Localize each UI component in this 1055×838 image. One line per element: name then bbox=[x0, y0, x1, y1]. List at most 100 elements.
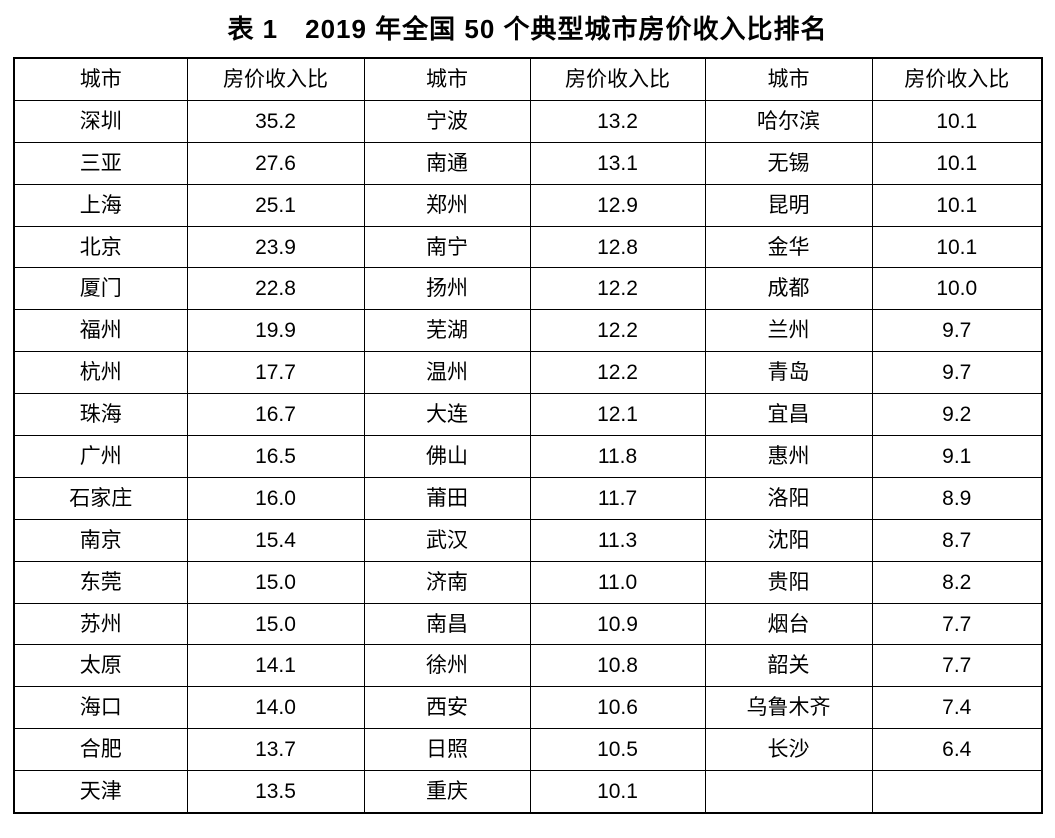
ratio-cell: 15.0 bbox=[186, 560, 365, 604]
city-cell: 烟台 bbox=[704, 602, 873, 646]
table-title: 表 1 2019 年全国 50 个典型城市房价收入比排名 bbox=[227, 14, 828, 44]
ratio-cell: 17.7 bbox=[186, 351, 365, 395]
ratio-cell: 15.4 bbox=[186, 518, 365, 562]
city-cell: 海口 bbox=[13, 686, 188, 730]
city-cell: 济南 bbox=[363, 560, 531, 604]
ratio-cell: 12.2 bbox=[529, 309, 706, 353]
ratio-cell: 9.7 bbox=[871, 351, 1043, 395]
ratio-cell: 10.1 bbox=[529, 770, 706, 814]
ratio-cell: 35.2 bbox=[186, 99, 365, 143]
ratio-cell: 10.1 bbox=[871, 141, 1043, 185]
city-cell: 宁波 bbox=[363, 99, 531, 143]
city-cell bbox=[704, 770, 873, 814]
ratio-cell bbox=[871, 770, 1043, 814]
house-price-income-ratio-table: 城市 房价收入比 城市 房价收入比 城市 房价收入比 深圳 35.2 宁波 13.2 哈… bbox=[13, 57, 1043, 815]
city-cell: 南宁 bbox=[363, 225, 531, 269]
ratio-cell: 19.9 bbox=[186, 309, 365, 353]
ratio-cell: 14.1 bbox=[186, 644, 365, 688]
table-row: 天津 13.5 重庆 10.1 bbox=[13, 770, 1043, 814]
city-cell: 合肥 bbox=[13, 728, 188, 772]
city-cell: 无锡 bbox=[704, 141, 873, 185]
city-cell: 苏州 bbox=[13, 602, 188, 646]
city-cell: 广州 bbox=[13, 435, 188, 478]
ratio-cell: 11.3 bbox=[529, 518, 706, 562]
city-cell: 深圳 bbox=[13, 99, 188, 143]
city-cell: 天津 bbox=[13, 770, 188, 814]
ratio-cell: 14.0 bbox=[186, 686, 365, 730]
ratio-cell: 9.2 bbox=[871, 393, 1043, 437]
city-cell: 重庆 bbox=[363, 770, 531, 814]
ratio-cell: 7.7 bbox=[871, 602, 1043, 646]
city-cell: 成都 bbox=[704, 267, 873, 311]
ratio-cell: 12.9 bbox=[529, 183, 706, 227]
ratio-cell: 23.9 bbox=[186, 225, 365, 269]
city-cell: 金华 bbox=[704, 225, 873, 269]
ratio-cell: 10.1 bbox=[871, 99, 1043, 143]
city-cell: 南京 bbox=[13, 518, 188, 562]
table-row: 珠海 16.7 大连 12.1 宜昌 9.2 bbox=[13, 393, 1043, 437]
city-cell: 惠州 bbox=[704, 435, 873, 478]
city-cell: 温州 bbox=[363, 351, 531, 395]
ratio-cell: 12.8 bbox=[529, 225, 706, 269]
table-row: 福州 19.9 芜湖 12.2 兰州 9.7 bbox=[13, 309, 1043, 353]
ratio-cell: 16.0 bbox=[186, 476, 365, 520]
city-cell: 沈阳 bbox=[704, 518, 873, 562]
ratio-cell: 12.2 bbox=[529, 267, 706, 311]
city-cell: 南昌 bbox=[363, 602, 531, 646]
ratio-cell: 10.1 bbox=[871, 183, 1043, 227]
city-cell: 贵阳 bbox=[704, 560, 873, 604]
city-cell: 兰州 bbox=[704, 309, 873, 353]
ratio-cell: 10.5 bbox=[529, 728, 706, 772]
city-cell: 日照 bbox=[363, 728, 531, 772]
city-cell: 石家庄 bbox=[13, 476, 188, 520]
table-row: 广州 16.5 佛山 11.8 惠州 9.1 bbox=[13, 435, 1043, 478]
ratio-cell: 15.0 bbox=[186, 602, 365, 646]
table-row: 杭州 17.7 温州 12.2 青岛 9.7 bbox=[13, 351, 1043, 395]
ratio-cell: 12.2 bbox=[529, 351, 706, 395]
city-cell: 青岛 bbox=[704, 351, 873, 395]
table-row: 合肥 13.7 日照 10.5 长沙 6.4 bbox=[13, 728, 1043, 772]
city-cell: 乌鲁木齐 bbox=[704, 686, 873, 730]
city-cell: 三亚 bbox=[13, 141, 188, 185]
city-cell: 芜湖 bbox=[363, 309, 531, 353]
city-cell: 厦门 bbox=[13, 267, 188, 311]
table-row: 三亚 27.6 南通 13.1 无锡 10.1 bbox=[13, 141, 1043, 185]
ratio-cell: 8.7 bbox=[871, 518, 1043, 562]
city-cell: 福州 bbox=[13, 309, 188, 353]
col-header-city-2: 城市 bbox=[363, 57, 531, 101]
ratio-cell: 8.9 bbox=[871, 476, 1043, 520]
ratio-cell: 25.1 bbox=[186, 183, 365, 227]
city-cell: 北京 bbox=[13, 225, 188, 269]
city-cell: 长沙 bbox=[704, 728, 873, 772]
ratio-cell: 8.2 bbox=[871, 560, 1043, 604]
city-cell: 西安 bbox=[363, 686, 531, 730]
city-cell: 扬州 bbox=[363, 267, 531, 311]
city-cell: 莆田 bbox=[363, 476, 531, 520]
city-cell: 洛阳 bbox=[704, 476, 873, 520]
ratio-cell: 10.6 bbox=[529, 686, 706, 730]
table-row: 石家庄 16.0 莆田 11.7 洛阳 8.9 bbox=[13, 476, 1043, 520]
col-header-city-1: 城市 bbox=[13, 57, 188, 101]
ratio-cell: 13.1 bbox=[529, 141, 706, 185]
ratio-cell: 7.4 bbox=[871, 686, 1043, 730]
table-body: 深圳 35.2 宁波 13.2 哈尔滨 10.1 三亚 27.6 南通 13.1 无锡 10.1 上海 2… bbox=[13, 99, 1043, 814]
ratio-cell: 13.2 bbox=[529, 99, 706, 143]
ratio-cell: 11.8 bbox=[529, 435, 706, 478]
table-row: 深圳 35.2 宁波 13.2 哈尔滨 10.1 bbox=[13, 99, 1043, 143]
table-row: 南京 15.4 武汉 11.3 沈阳 8.7 bbox=[13, 518, 1043, 562]
col-header-ratio-1: 房价收入比 bbox=[186, 57, 365, 101]
header-row: 城市 房价收入比 城市 房价收入比 城市 房价收入比 bbox=[13, 57, 1043, 101]
ratio-cell: 6.4 bbox=[871, 728, 1043, 772]
ratio-cell: 9.1 bbox=[871, 435, 1043, 478]
col-header-city-3: 城市 bbox=[704, 57, 873, 101]
city-cell: 上海 bbox=[13, 183, 188, 227]
ratio-cell: 16.7 bbox=[186, 393, 365, 437]
city-cell: 佛山 bbox=[363, 435, 531, 478]
city-cell: 珠海 bbox=[13, 393, 188, 437]
table-row: 苏州 15.0 南昌 10.9 烟台 7.7 bbox=[13, 602, 1043, 646]
city-cell: 南通 bbox=[363, 141, 531, 185]
table-row: 北京 23.9 南宁 12.8 金华 10.1 bbox=[13, 225, 1043, 269]
table-row: 东莞 15.0 济南 11.0 贵阳 8.2 bbox=[13, 560, 1043, 604]
ratio-cell: 27.6 bbox=[186, 141, 365, 185]
